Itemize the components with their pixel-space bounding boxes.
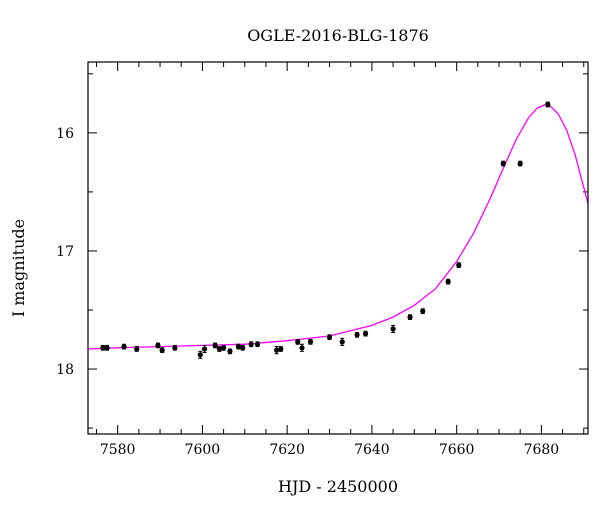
data-point-marker [248, 341, 254, 347]
data-point-marker [155, 342, 161, 349]
data-point-marker [254, 341, 261, 347]
data-point-marker [216, 346, 222, 352]
data-point-marker [197, 352, 203, 358]
data-point [354, 331, 360, 338]
data-point [299, 343, 305, 352]
chart-title: OGLE-2016-BLG-1876 [247, 26, 429, 45]
data-point-marker [212, 342, 218, 349]
data-point [100, 344, 106, 351]
data-point-marker [326, 334, 333, 340]
y-tick-label: 16 [56, 126, 74, 142]
data-point-marker [172, 345, 178, 351]
data-point [500, 160, 506, 167]
data-point-marker [407, 314, 413, 320]
data-point-marker [339, 339, 345, 345]
data-point [390, 324, 396, 333]
data-point [517, 160, 523, 167]
data-point [545, 101, 551, 108]
data-point-marker [362, 331, 369, 337]
data-point [155, 342, 161, 349]
x-tick-label: 7620 [269, 442, 305, 458]
data-point-marker [500, 160, 506, 167]
data-point [456, 262, 462, 268]
model-curve [87, 103, 589, 350]
data-point [212, 342, 218, 349]
x-axis-label: HJD - 2450000 [278, 477, 398, 496]
data-point-marker [456, 262, 462, 268]
plot-area [87, 101, 589, 359]
data-point-marker [121, 344, 127, 350]
data-point [420, 308, 426, 315]
data-point-marker [295, 339, 301, 345]
y-tick-label: 18 [56, 362, 74, 378]
data-point-marker [201, 346, 208, 352]
axis-ticks [88, 62, 588, 434]
plot-frame [87, 61, 589, 435]
data-point-marker [420, 308, 426, 314]
data-point [295, 339, 301, 345]
x-tick-label: 7660 [439, 442, 475, 458]
data-point-marker [159, 347, 165, 353]
data-point-marker [134, 346, 140, 352]
data-point [104, 344, 110, 351]
data-point [134, 346, 140, 352]
axis-tick-labels: 7580 7600 7620 7640 7660 7680 16 17 18 [56, 126, 559, 458]
data-point [159, 347, 165, 354]
data-point [273, 346, 280, 355]
x-tick-label: 7580 [100, 442, 136, 458]
data-point [216, 346, 222, 352]
data-point [445, 278, 451, 285]
data-point-marker [273, 347, 280, 353]
x-tick-label: 7600 [185, 442, 221, 458]
data-point [339, 337, 345, 346]
data-point [254, 341, 261, 348]
data-point-marker [100, 345, 106, 351]
data-point-marker [354, 332, 360, 338]
data-point [220, 344, 227, 351]
data-point [197, 350, 203, 359]
data-point [121, 343, 127, 350]
data-point-marker [390, 326, 396, 332]
data-point-marker [278, 346, 284, 352]
data-point [227, 348, 233, 355]
data-point [362, 330, 369, 337]
data-point-marker [545, 101, 551, 108]
data-point-marker [220, 345, 227, 351]
data-point [172, 344, 178, 351]
x-tick-label: 7680 [524, 442, 560, 458]
data-point-marker [445, 279, 451, 285]
data-point [326, 334, 333, 341]
data-point [240, 344, 246, 351]
data-point-marker [227, 348, 233, 354]
data-point-marker [307, 339, 314, 345]
data-point [278, 346, 284, 352]
y-axis-label: I magnitude [9, 219, 28, 317]
data-point [235, 343, 242, 350]
data-point [248, 341, 254, 348]
data-point-marker [299, 345, 305, 351]
y-tick-label: 17 [56, 244, 74, 260]
data-point [307, 339, 314, 345]
data-point-marker [240, 345, 246, 351]
data-point-marker [235, 344, 242, 350]
data-point [201, 344, 208, 354]
data-point [407, 314, 413, 320]
data-point-marker [104, 345, 110, 351]
x-tick-label: 7640 [354, 442, 390, 458]
data-point-marker [517, 160, 523, 167]
